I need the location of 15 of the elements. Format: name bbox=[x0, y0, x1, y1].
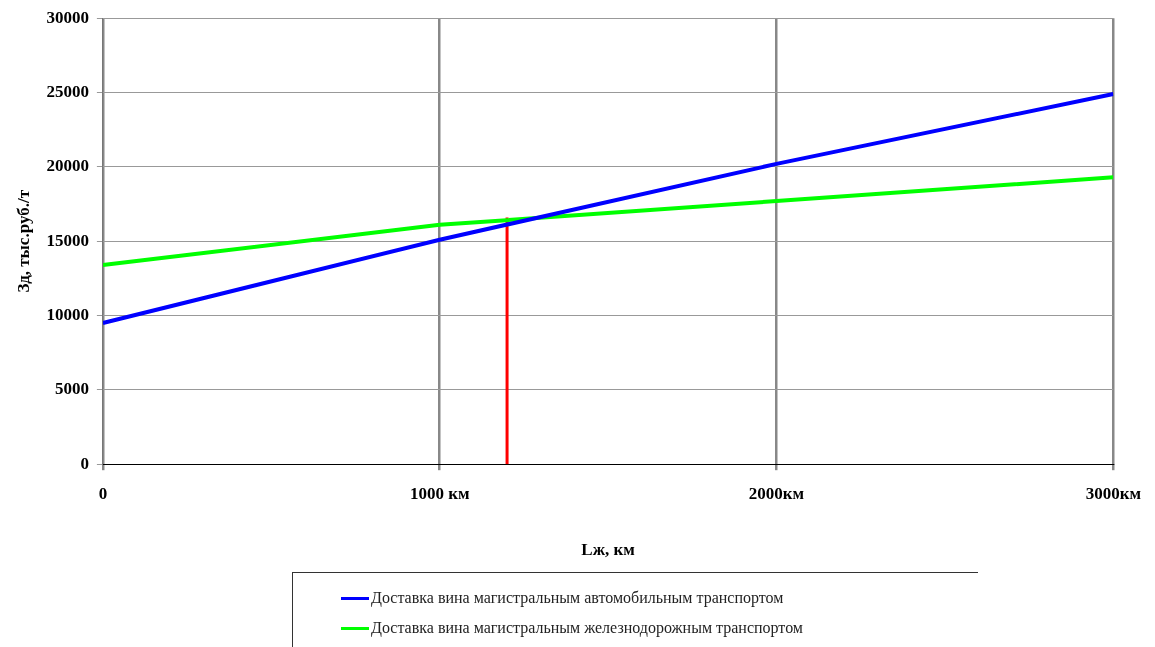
y-tick-label: 30000 bbox=[46, 7, 89, 27]
x-tick-label: 0 bbox=[98, 483, 108, 503]
y-tick-label: 20000 bbox=[46, 156, 89, 176]
y-tick-label: 10000 bbox=[46, 304, 89, 324]
x-tick-label: 3000км bbox=[1085, 483, 1142, 503]
legend-label: Доставка вина магистральным автомобильным транспортом bbox=[371, 589, 784, 607]
y-tick-label: 5000 bbox=[54, 379, 89, 399]
x-tick-label: 1000 км bbox=[409, 483, 470, 503]
x-tick-label: 2000км bbox=[748, 483, 805, 503]
y-tick-label: 0 bbox=[80, 453, 89, 473]
y-axis-title: Зд, тыс.руб./т bbox=[13, 189, 33, 293]
x-axis-title: Lж, км bbox=[581, 540, 636, 560]
y-tick-label: 15000 bbox=[46, 230, 89, 250]
legend-label: Доставка вина магистральным железнодорожным транспортом bbox=[371, 619, 803, 637]
y-tick-label: 25000 bbox=[46, 81, 89, 101]
